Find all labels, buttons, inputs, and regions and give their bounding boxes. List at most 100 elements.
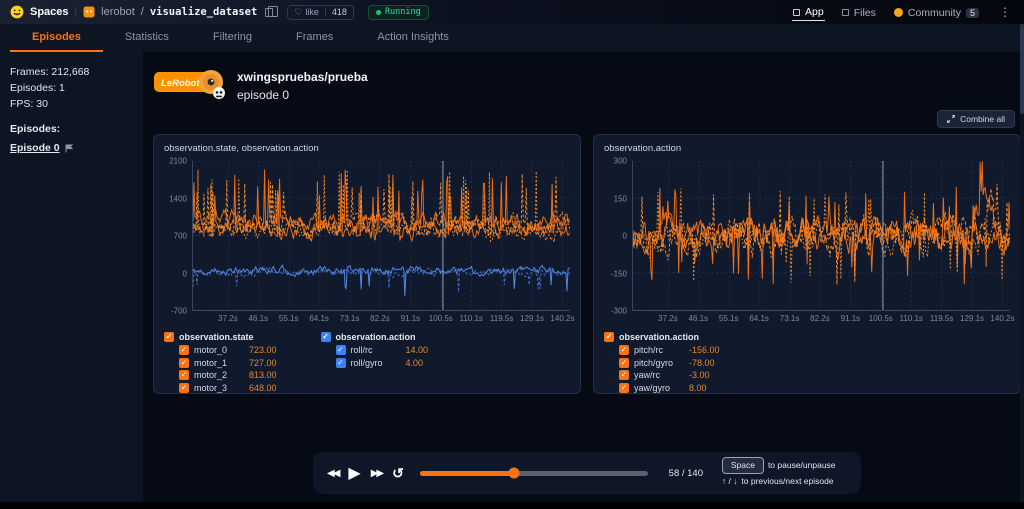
x-axis-label: 119.5s [929, 314, 954, 323]
legend-item-label: motor_1 [194, 357, 228, 368]
rewind-button[interactable]: ◀◀ [327, 467, 340, 479]
main-tabbar: Episodes Statistics Filtering Frames Action … [0, 24, 1024, 52]
flag-icon [65, 144, 73, 152]
chart-canvas[interactable] [632, 161, 1010, 311]
sidebar-item-episode-0[interactable]: Episode 0 [10, 142, 133, 154]
legend-group-label: observation.action [335, 332, 416, 342]
legend-item-pitch-rc: ✓ pitch/rc -156.00 [619, 345, 720, 355]
legend-item-checkbox[interactable]: ✓ [179, 357, 189, 368]
y-axis-label: 2100 [169, 156, 187, 166]
nav-item-app[interactable]: App [792, 3, 825, 21]
keyboard-hints: Space to pause/unpause ↑ / ↓ to previous… [721, 456, 836, 490]
legend-item-value: 8.00 [689, 382, 707, 393]
running-status-badge[interactable]: Running [367, 4, 429, 20]
legend-item-checkbox[interactable]: ✓ [619, 382, 629, 393]
plot-wrap: 2100 1400 700 0 -700 [164, 157, 570, 316]
episode-link-label: Episode 0 [10, 142, 60, 154]
x-axis-label: 110.1s [459, 314, 483, 323]
huggingface-logo-icon [10, 5, 24, 19]
combine-all-label: Combine all [960, 114, 1005, 124]
y-axis-label: -700 [170, 306, 187, 316]
loop-button[interactable]: ↺ [392, 464, 404, 481]
legend-group-checkbox[interactable]: ✓ [164, 332, 174, 342]
legend-item-label: pitch/gyro [634, 357, 674, 368]
legend-item-checkbox[interactable]: ✓ [335, 357, 346, 368]
frame-counter: 58 / 140 [668, 467, 703, 479]
chart-title: observation.action [604, 143, 682, 154]
spaces-label[interactable]: Spaces [30, 6, 69, 18]
chart-canvas[interactable] [192, 161, 570, 311]
legend-group-observation-action: ✓ observation.action ✓ pitch/rc -156.00 ✓ pitc… [604, 332, 720, 395]
app-icon [793, 8, 801, 16]
legend-group-checkbox[interactable]: ✓ [320, 332, 331, 342]
play-button[interactable]: ▶ [348, 465, 361, 482]
x-axis-label: 82.2s [810, 314, 830, 323]
series-pitch-gyro [633, 183, 1010, 285]
x-axis-label: 110.1s [899, 314, 923, 323]
tab-frames[interactable]: Frames [296, 31, 334, 43]
fast-forward-button[interactable]: ▶▶ [370, 467, 384, 479]
legend-group-label: observation.action [619, 332, 700, 342]
legend-item-value: 813.00 [249, 370, 277, 380]
like-label: like [305, 7, 319, 17]
divider: | [74, 6, 78, 18]
legend-item-checkbox[interactable]: ✓ [619, 345, 629, 355]
legend-item-motor-2: ✓ motor_2 813.00 [179, 370, 277, 380]
community-icon [893, 8, 903, 17]
x-axis: 37.2s 46.1s 55.1s 64.1s 73.1s 82.2s 91.1s 100.5… [192, 311, 574, 325]
legend-item-label: roll/gyro [350, 357, 383, 368]
x-axis-label: 55.1s [278, 314, 299, 323]
legend-item-value: 14.00 [405, 345, 429, 355]
copy-icon[interactable] [265, 5, 279, 17]
legend-group-header: ✓ observation.action [604, 332, 720, 342]
legend-item-checkbox[interactable]: ✓ [335, 345, 346, 355]
seek-slider[interactable] [419, 467, 648, 479]
tab-episodes[interactable]: Episodes [10, 24, 103, 52]
bottom-strip [0, 502, 1024, 509]
legend-item-checkbox[interactable]: ✓ [619, 357, 629, 368]
tab-action-insights[interactable]: Action Insights [377, 31, 449, 43]
x-axis-label: 82.2s [370, 314, 390, 323]
community-count-badge: 5 [965, 7, 979, 18]
x-axis-label: 129.1s [960, 314, 985, 323]
nav-item-community[interactable]: Community 5 [893, 4, 980, 21]
x-axis-label: 91.1s [840, 314, 861, 323]
seek-slider-thumb[interactable] [508, 467, 520, 479]
episode-hint: to previous/next episode [741, 476, 834, 486]
chart-legend: ✓ observation.action ✓ pitch/rc -156.00 ✓ pitc… [604, 332, 1010, 395]
series-roll-gyro [193, 266, 570, 293]
kebab-menu-icon[interactable]: ⋮ [999, 5, 1011, 19]
playback-controls: ◀◀ ▶ ▶▶ ↺ 58 / 140 Space to pause/unpaus… [313, 452, 861, 494]
tab-statistics[interactable]: Statistics [124, 31, 169, 43]
legend-item-label: motor_0 [194, 345, 228, 355]
series-motor-3 [193, 169, 570, 243]
legend-item-checkbox[interactable]: ✓ [179, 370, 189, 380]
series-pitch-rc [633, 161, 1010, 285]
legend-item-checkbox[interactable]: ✓ [179, 382, 189, 393]
scrollbar-thumb[interactable] [1020, 24, 1024, 114]
legend-item-value: -156.00 [689, 345, 720, 355]
x-axis: 37.2s 46.1s 55.1s 64.1s 73.1s 82.2s 91.1s 100.5… [632, 311, 1014, 325]
lerobot-logo: LeRobot [154, 70, 225, 99]
x-axis-label: 129.1s [520, 314, 545, 323]
series-motor-2 [193, 169, 570, 237]
x-axis-label: 73.1s [779, 314, 800, 323]
path-slash: / [140, 6, 144, 18]
navbar-right-group: App Files Community 5 ⋮ [792, 3, 1014, 21]
running-dot-icon [375, 9, 381, 15]
legend-group-checkbox[interactable]: ✓ [604, 332, 614, 342]
like-button[interactable]: ♡ like 418 [287, 4, 354, 20]
legend-item-checkbox[interactable]: ✓ [619, 370, 629, 380]
y-axis-label: 1400 [169, 194, 187, 203]
legend-item-label: pitch/rc [634, 345, 664, 355]
nav-item-label: Files [853, 6, 876, 19]
repo-name-link[interactable]: visualize_dataset [149, 6, 258, 18]
tab-filtering[interactable]: Filtering [212, 31, 253, 43]
nav-item-files[interactable]: Files [841, 4, 877, 21]
legend-group-header: ✓ observation.action [320, 332, 429, 342]
files-icon [841, 9, 849, 16]
legend-item-checkbox[interactable]: ✓ [179, 345, 189, 355]
like-count[interactable]: 418 [324, 7, 353, 17]
org-name-link[interactable]: lerobot [101, 6, 135, 18]
combine-all-button[interactable]: Combine all [937, 110, 1015, 128]
